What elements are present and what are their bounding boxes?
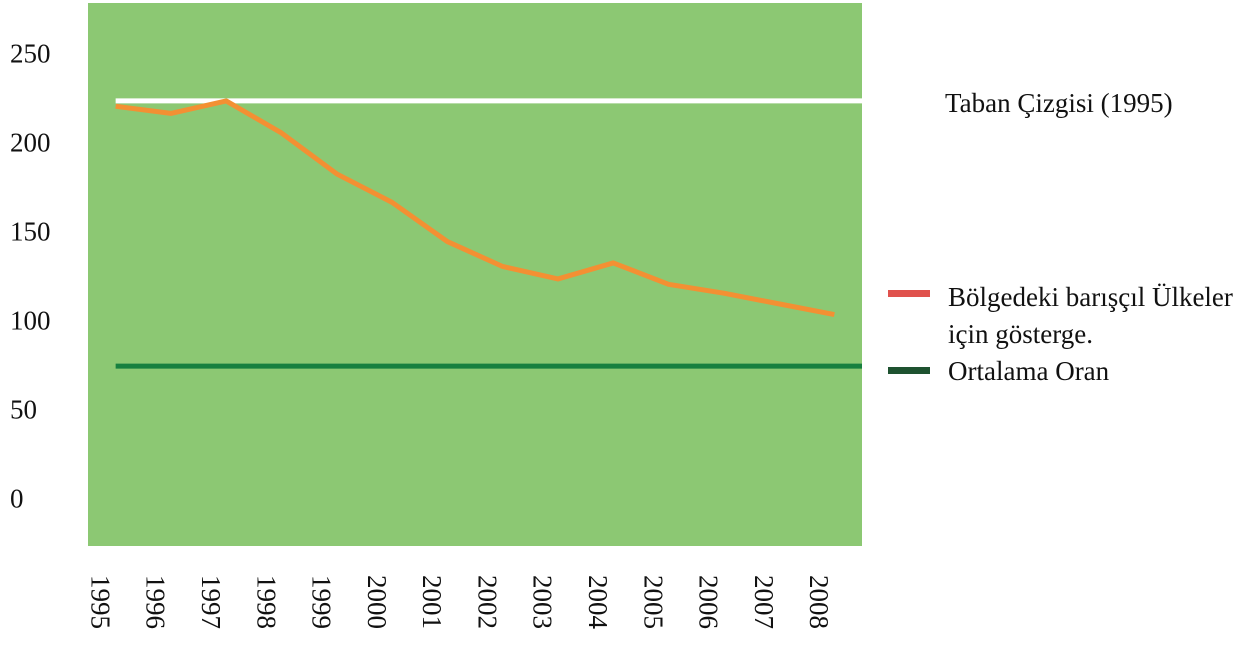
x-tick-label: 1999 bbox=[307, 575, 337, 629]
y-tick-label: 200 bbox=[10, 128, 51, 158]
x-tick-label: 2002 bbox=[472, 575, 502, 629]
legend-label: Bölgedeki barışçıl Ülkeler için gösterge… bbox=[948, 282, 1233, 349]
x-tick-label: 1995 bbox=[85, 575, 115, 629]
x-tick-label: 2003 bbox=[528, 575, 558, 629]
x-tick-label: 2007 bbox=[749, 575, 779, 629]
x-tick-label: 2001 bbox=[417, 575, 447, 629]
y-tick-label: 0 bbox=[10, 484, 24, 514]
plot-background bbox=[88, 3, 862, 546]
legend-label: Ortalama Oran bbox=[948, 356, 1110, 386]
legend-label: Taban Çizgisi (1995) bbox=[945, 88, 1173, 118]
x-tick-label: 2000 bbox=[362, 575, 392, 629]
data-line bbox=[115, 98, 835, 318]
y-tick-label: 100 bbox=[10, 306, 51, 336]
x-tick-label: 1997 bbox=[196, 575, 226, 629]
x-tick-label: 2008 bbox=[804, 575, 834, 629]
y-tick-label: 50 bbox=[10, 395, 37, 425]
x-tick-label: 1996 bbox=[141, 575, 171, 629]
y-tick-label: 150 bbox=[10, 217, 51, 247]
x-tick-label: 2005 bbox=[638, 575, 668, 629]
legend-swatch bbox=[888, 367, 930, 374]
x-tick-label: 1998 bbox=[251, 575, 281, 629]
legend-swatch bbox=[888, 290, 930, 297]
y-tick-label: 250 bbox=[10, 39, 51, 69]
x-tick-label: 2006 bbox=[694, 575, 724, 629]
x-tick-label: 2004 bbox=[583, 575, 613, 630]
